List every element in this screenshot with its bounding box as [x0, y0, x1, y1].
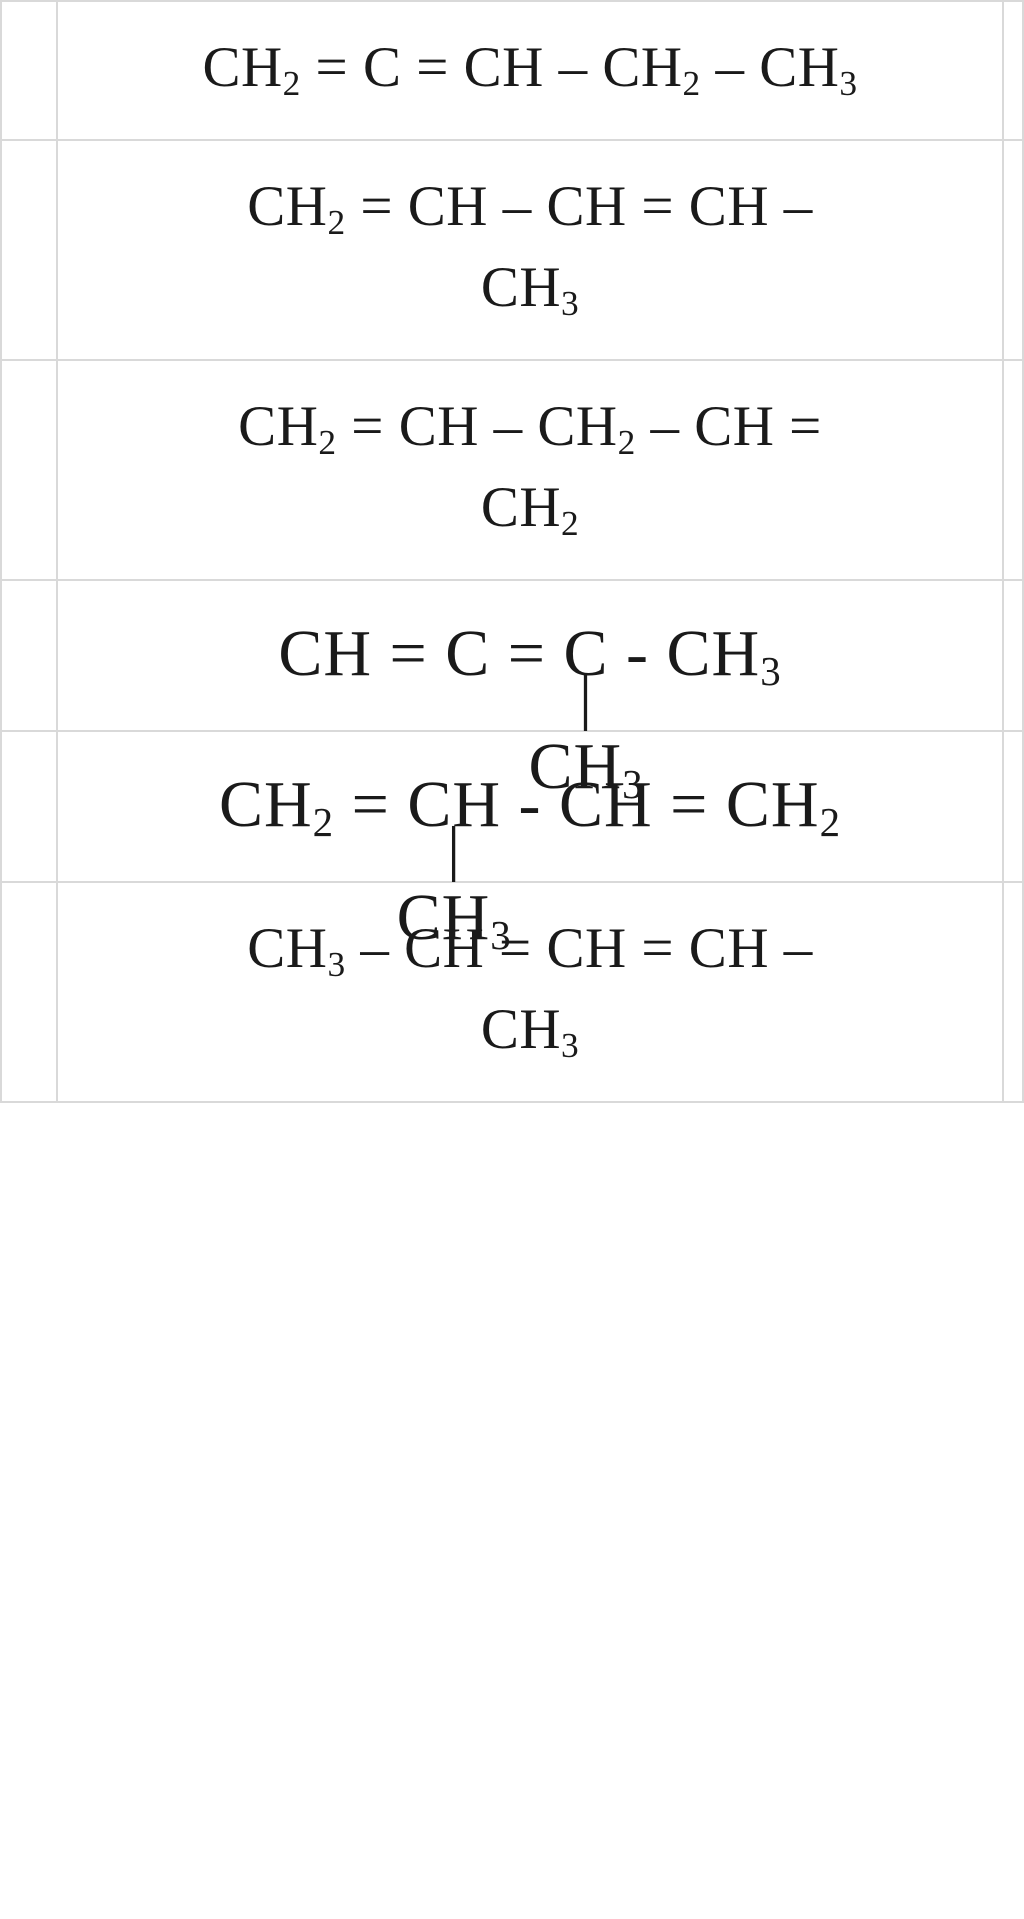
fragment: CH2 [537, 395, 635, 458]
bond: = [334, 768, 407, 841]
fragment: CH2 [247, 175, 345, 238]
fragment: CH [694, 395, 774, 458]
branch-fragment: CH3 [528, 722, 643, 811]
bond: = [301, 36, 363, 99]
index-cell [1, 360, 57, 580]
formula-cell: CH2 = CH – CH = CH – CH3 [57, 140, 1003, 360]
table-row: CH3 – CH = CH = CH – CH3 [1, 882, 1023, 1102]
fragment: CH [408, 175, 488, 238]
formula-cell: CH3 – CH = CH = CH – CH3 [57, 882, 1003, 1102]
bond: = [653, 768, 726, 841]
bond: – [769, 917, 813, 980]
formula-table-body: CH2 = C = CH – CH2 – CH3CH2 = CH – CH = … [1, 1, 1023, 1102]
branch: │CH3 [528, 692, 643, 811]
fragment: CH2 [202, 36, 300, 99]
bond: = [627, 175, 689, 238]
formula-line-2: CH2 [238, 470, 822, 547]
formula-cell: CH = C = C│CH3 - CH3 [57, 580, 1003, 731]
bond: – [544, 36, 603, 99]
tail-cell [1003, 1, 1023, 140]
branch-fragment: CH3 [397, 873, 512, 962]
table-row: CH2 = CH│CH3 - CH = CH2 [1, 731, 1023, 882]
tail-cell [1003, 360, 1023, 580]
fragment: CH [689, 175, 769, 238]
tail-cell [1003, 580, 1023, 731]
table-row: CH = C = C│CH3 - CH3 [1, 580, 1023, 731]
formula-line-2: CH3 [247, 250, 812, 327]
index-cell [1, 1, 57, 140]
bond: – [636, 395, 695, 458]
branch: │CH3 [397, 843, 512, 962]
fragment: CH3 [481, 998, 579, 1061]
chemical-formula: CH2 = CH – CH2 – CH = CH2 [238, 389, 822, 547]
fragment: CH3 [481, 256, 579, 319]
fragment: CH3 [247, 917, 345, 980]
chemical-formula: CH3 – CH = CH = CH – CH3 [247, 911, 812, 1069]
bond: = [346, 175, 408, 238]
bond: = [774, 395, 821, 458]
chemical-formula: CH2 = C = CH – CH2 – CH3 [202, 30, 857, 107]
table-row: CH2 = C = CH – CH2 – CH3 [1, 1, 1023, 140]
tail-cell [1003, 731, 1023, 882]
index-cell [1, 731, 57, 882]
fragment: CH [399, 395, 479, 458]
table-row: CH2 = CH – CH = CH – CH3 [1, 140, 1023, 360]
table-row: CH2 = CH – CH2 – CH = CH2 [1, 360, 1023, 580]
fragment: CH [464, 36, 544, 99]
tail-cell [1003, 140, 1023, 360]
bond: - [609, 617, 667, 690]
formula-cell: CH2 = C = CH – CH2 – CH3 [57, 1, 1003, 140]
fragment: CH [546, 917, 626, 980]
index-cell [1, 140, 57, 360]
bond: = [490, 617, 563, 690]
formula-line-2: CH3 [247, 992, 812, 1069]
formula-line-1: CH2 = CH – CH = CH – [247, 175, 812, 238]
page-container: CH2 = C = CH – CH2 – CH3CH2 = CH – CH = … [0, 0, 1024, 1103]
fragment: CH3 [667, 617, 782, 690]
fragment: CH [546, 175, 626, 238]
vertical-bond: │ [397, 839, 512, 867]
bond: – [488, 175, 547, 238]
fragment: CH2 [726, 768, 841, 841]
bond: = [372, 617, 445, 690]
index-cell [1, 882, 57, 1102]
bond: – [701, 36, 760, 99]
bond: = [627, 917, 689, 980]
formula-cell: CH2 = CH – CH2 – CH = CH2 [57, 360, 1003, 580]
fragment-with-branch: CH│CH3 [407, 760, 501, 849]
fragment: CH3 [759, 36, 857, 99]
fragment: CH2 [238, 395, 336, 458]
bond: = [337, 395, 399, 458]
fragment: CH [689, 917, 769, 980]
fragment-with-branch: C│CH3 [564, 609, 609, 698]
fragment: CH2 [219, 768, 334, 841]
formula-table: CH2 = C = CH – CH2 – CH3CH2 = CH – CH = … [0, 0, 1024, 1103]
formula-line-1: CH3 – CH = CH = CH – [247, 917, 812, 980]
index-cell [1, 580, 57, 731]
chemical-formula: CH2 = CH – CH = CH – CH3 [247, 169, 812, 327]
bond: – [479, 395, 538, 458]
bond: = [401, 36, 463, 99]
tail-cell [1003, 882, 1023, 1102]
fragment: CH2 [481, 476, 579, 539]
bond: – [346, 917, 405, 980]
bond: – [769, 175, 813, 238]
fragment: C [363, 36, 402, 99]
vertical-bond: │ [528, 688, 643, 716]
fragment: CH2 [602, 36, 700, 99]
chemical-formula: CH = C = C│CH3 - CH3 [278, 609, 781, 698]
fragment: CH [278, 617, 372, 690]
fragment: C [445, 617, 490, 690]
formula-line-1: CH2 = CH – CH2 – CH = [238, 395, 822, 458]
